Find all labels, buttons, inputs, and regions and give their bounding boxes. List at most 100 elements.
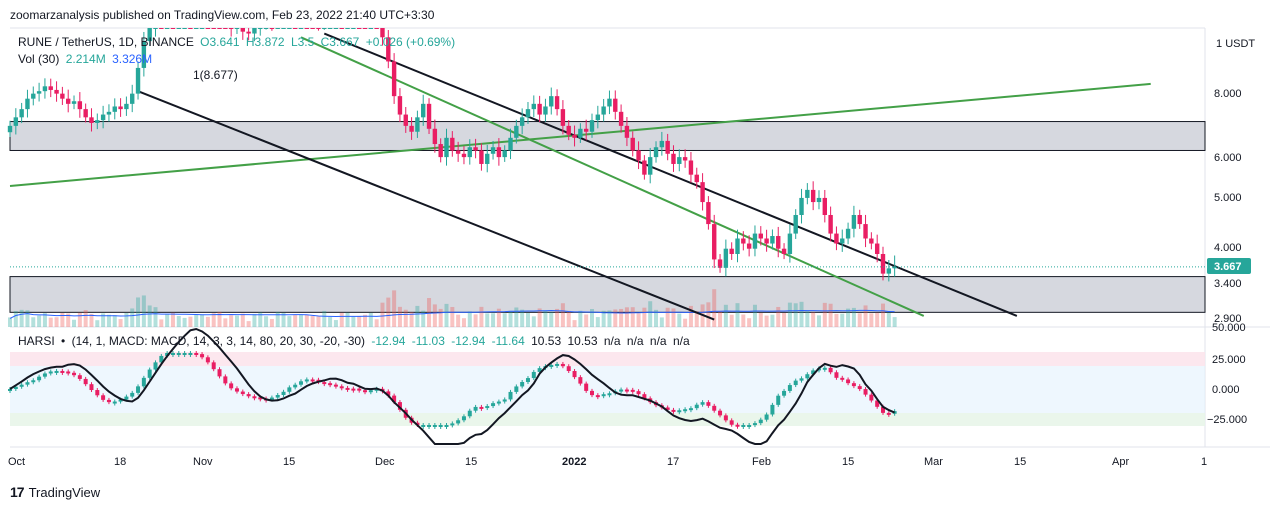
harsi-candle-body <box>13 386 18 389</box>
candle-body <box>531 103 536 110</box>
volume-bar <box>491 313 496 327</box>
time-label: 1 <box>1201 456 1207 468</box>
candle-body <box>450 137 455 151</box>
harsi-candle-body <box>211 362 216 370</box>
volume-legend[interactable]: Vol (30) 2.214M 3.326M <box>18 52 155 66</box>
volume-bar <box>584 314 589 327</box>
candle-body <box>729 248 734 254</box>
candle-body <box>479 150 484 164</box>
candle-body <box>735 238 740 254</box>
harsi-candle-body <box>863 389 868 395</box>
harsi-candle-body <box>811 370 816 375</box>
volume-bar <box>758 312 763 327</box>
volume-bar <box>380 302 385 327</box>
harsi-macd-line <box>9 327 895 445</box>
harsi-axis[interactable]: 50.000 25.000 0.000 −25.000 <box>1207 322 1247 426</box>
candle-body <box>25 98 30 110</box>
harsi-candle-body <box>782 390 787 396</box>
candle-body <box>60 93 65 99</box>
harsi-candle-body <box>508 391 513 400</box>
candle-body <box>467 147 472 158</box>
time-label: 2022 <box>562 456 586 468</box>
candle-body <box>205 28 211 29</box>
volume-bar <box>857 313 862 327</box>
harsi-value: -11.64 <box>491 334 525 348</box>
harsi-candle-body <box>525 378 530 383</box>
volume-bar <box>89 313 94 327</box>
candle-body <box>554 96 560 110</box>
volume-bar <box>432 304 437 327</box>
harsi-candle-body <box>182 353 187 355</box>
time-axis[interactable]: Oct 18 Nov 15 Dec 15 2022 17 Feb 15 Mar … <box>8 456 1207 468</box>
volume-bar <box>787 302 792 327</box>
candle-body <box>258 28 263 29</box>
harsi-candle-body <box>566 366 571 372</box>
time-label: 17 <box>667 456 679 468</box>
volume-bar <box>194 314 199 327</box>
candle-body <box>636 150 641 161</box>
volume-bar <box>322 310 327 327</box>
harsi-candle-body <box>252 396 257 399</box>
volume-bar <box>106 314 111 327</box>
price-tick: 3.400 <box>1214 278 1242 290</box>
candle-body <box>455 150 461 154</box>
volume-bar <box>333 320 338 327</box>
harsi-candle-body <box>665 407 670 410</box>
harsi-candle-body <box>467 410 472 417</box>
symbol-legend[interactable]: RUNE / TetherUS, 1D, BINANCE O3.641 H3.8… <box>18 35 458 49</box>
volume-bar <box>718 310 723 327</box>
harsi-candle-body <box>444 425 449 427</box>
harsi-candle-body <box>112 401 117 404</box>
harsi-candle-body <box>363 390 368 393</box>
green-trend-line <box>300 36 925 317</box>
volume-bar <box>828 303 833 327</box>
candle-body <box>490 147 496 154</box>
price-axis[interactable]: 1 USDT 8.000 6.000 5.000 4.000 3.400 2.9… <box>1207 38 1255 325</box>
harsi-candle-body <box>461 416 466 421</box>
volume-bar <box>776 306 781 327</box>
candle-body <box>287 28 292 29</box>
ohlc-low: L3.5 <box>290 35 315 49</box>
candle-body <box>816 197 822 203</box>
volume-bar <box>101 313 106 327</box>
volume-bar <box>613 309 618 327</box>
candle-body <box>787 233 793 254</box>
harsi-candle-body <box>706 402 711 406</box>
harsi-candle-body <box>258 397 263 400</box>
last-price-badge[interactable] <box>1207 258 1251 274</box>
tradingview-logo[interactable]: 17 TradingView <box>10 484 100 500</box>
volume-bar <box>188 316 193 327</box>
last-price-label: 3.667 <box>1214 261 1242 273</box>
fib-annotation: 1(8.677) <box>193 68 238 82</box>
harsi-candle-body <box>159 355 164 363</box>
volume-bar <box>595 317 600 327</box>
black-channel-line <box>137 90 715 321</box>
volume-bar <box>840 313 845 327</box>
harsi-candle-body <box>165 353 170 356</box>
candle-body <box>322 28 327 29</box>
harsi-candle-body <box>25 382 30 385</box>
harsi-candle-body <box>147 369 152 378</box>
ohlc-high: H3.872 <box>245 35 285 49</box>
candle-body <box>886 268 892 274</box>
candle-body <box>595 114 601 121</box>
volume-bar <box>299 314 303 327</box>
harsi-candle-body <box>496 401 501 404</box>
harsi-candle-body <box>718 410 723 416</box>
volume-bar <box>816 315 821 327</box>
volume-bar <box>339 312 344 327</box>
volume-bar <box>304 314 309 327</box>
candle-body <box>648 157 653 175</box>
harsi-value: n/a <box>672 334 690 348</box>
harsi-legend[interactable]: HARSI • (14, 1, MACD: MACD, 14, 3, 3, 14… <box>18 334 693 348</box>
volume-bar <box>287 316 292 327</box>
volume-bar <box>316 316 321 327</box>
candle-body <box>421 103 426 118</box>
price-tick: 8.000 <box>1214 88 1242 100</box>
eye-icon[interactable]: • <box>61 334 66 348</box>
candle-body <box>409 125 414 132</box>
harsi-candle-body <box>246 394 251 397</box>
harsi-candle-body <box>520 382 525 387</box>
candle-body <box>485 153 490 164</box>
